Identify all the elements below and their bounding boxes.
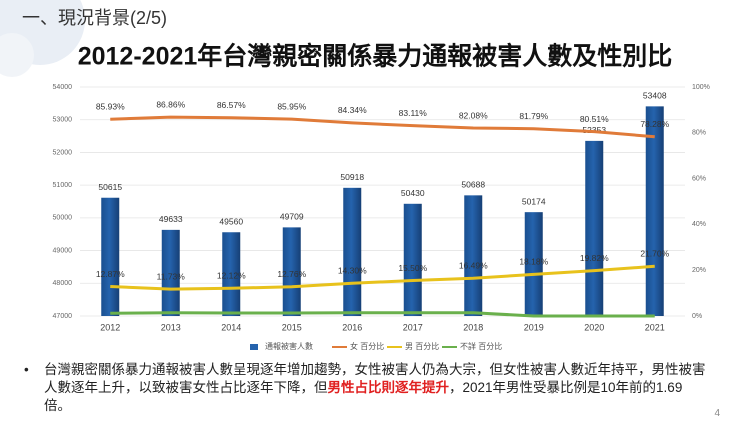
bar-value-label: 52353 <box>582 125 606 135</box>
line-value-label: 85.95% <box>277 101 306 111</box>
legend-swatch <box>250 344 258 350</box>
bar-value-label: 49633 <box>159 214 183 224</box>
line-value-label: 15.50% <box>398 263 427 273</box>
bar <box>282 227 301 316</box>
line-value-label: 16.49% <box>459 260 488 270</box>
x-tick-label: 2020 <box>584 322 604 332</box>
bar <box>645 106 664 317</box>
slide-header: 一、現況背景(2/5) <box>22 8 167 28</box>
y2-tick-label: 100% <box>692 84 710 91</box>
bar <box>222 232 241 316</box>
line-value-label: 82.08% <box>459 110 488 120</box>
y-tick-label: 50000 <box>53 215 73 222</box>
chart-title: 2012-2021年台灣親密關係暴力通報被害人數及性別比 <box>78 42 673 71</box>
bar <box>343 187 362 316</box>
line-value-label: 12.76% <box>277 269 306 279</box>
line <box>110 264 655 291</box>
bar-value-label: 50918 <box>340 172 364 182</box>
line-value-label: 12.12% <box>217 270 246 280</box>
y2-tick-label: 0% <box>692 313 702 320</box>
x-tick-label: 2021 <box>645 322 665 332</box>
line-value-label: 12.87% <box>96 269 125 279</box>
bar <box>524 212 543 316</box>
y-tick-label: 54000 <box>53 84 73 91</box>
legend-label: 不詳 百分比 <box>460 341 502 351</box>
y-tick-label: 48000 <box>53 280 73 287</box>
bar-value-label: 50430 <box>401 188 425 198</box>
line-value-label: 19.82% <box>580 253 609 263</box>
line-value-label: 83.11% <box>399 108 428 118</box>
bullet-text: • 台灣親密關係暴力通報被害人數呈現逐年增加趨勢，女性被害人仍為大宗，但女性被害人… <box>24 362 706 413</box>
line-value-label: 84.34% <box>338 105 367 115</box>
bullet-part: ，2021年男性受暴比例是10年前的1.69倍。 <box>44 380 683 413</box>
bar <box>101 197 120 316</box>
x-tick-label: 2014 <box>221 322 241 332</box>
line-value-label: 18.18% <box>519 257 548 267</box>
line-value-label: 80.51% <box>580 114 609 124</box>
line <box>110 311 655 318</box>
y-tick-label: 47000 <box>53 313 73 320</box>
x-tick-label: 2018 <box>463 322 483 332</box>
legend-label: 男 百分比 <box>405 341 439 351</box>
page-number: 4 <box>714 408 720 419</box>
bar <box>464 195 483 316</box>
bar-value-label: 50615 <box>98 182 122 192</box>
line-value-label: 78.28% <box>640 119 669 129</box>
line-value-label: 86.57% <box>217 100 246 110</box>
y2-tick-label: 40% <box>692 221 706 228</box>
x-tick-label: 2017 <box>403 322 423 332</box>
y2-tick-label: 60% <box>692 175 706 182</box>
x-tick-label: 2015 <box>282 322 302 332</box>
bar <box>403 203 422 316</box>
bullet-highlight: 男性占比則逐年提升 <box>327 380 450 395</box>
legend-label: 女 百分比 <box>350 341 384 351</box>
y2-tick-label: 80% <box>692 130 706 137</box>
bullet-part: 台灣親密關係暴力通報被害人數呈現逐年增加趨勢，女性被害人仍為大宗，但女性被害人數… <box>44 362 706 395</box>
bar <box>585 140 604 316</box>
line-value-label: 14.30% <box>338 266 367 276</box>
y-tick-label: 53000 <box>53 117 73 124</box>
x-tick-label: 2013 <box>161 322 181 332</box>
y2-tick-label: 20% <box>692 267 706 274</box>
decoration <box>0 33 34 77</box>
x-tick-label: 2012 <box>100 322 120 332</box>
y-tick-label: 52000 <box>53 149 73 156</box>
line-value-label: 11.73% <box>157 271 186 281</box>
bar-value-label: 50688 <box>461 180 485 190</box>
x-tick-label: 2019 <box>524 322 544 332</box>
line-value-label: 85.93% <box>96 101 125 111</box>
x-tick-label: 2016 <box>342 322 362 332</box>
legend-label: 通報被害人數 <box>265 341 313 351</box>
bar-value-label: 49709 <box>280 212 304 222</box>
chart: 一、現況背景(2/5) 2012-2021年台灣親密關係暴力通報被害人數及性別比… <box>0 0 710 351</box>
bar-value-label: 50174 <box>522 196 546 206</box>
bar-value-label: 49560 <box>219 217 243 227</box>
line-value-label: 81.79% <box>519 111 548 121</box>
bar <box>161 229 180 316</box>
y-tick-label: 49000 <box>53 247 73 254</box>
line <box>110 115 655 139</box>
bar-value-label: 53408 <box>643 91 667 101</box>
line-value-label: 86.86% <box>156 99 185 109</box>
line-value-label: 21.70% <box>640 249 669 259</box>
y-tick-label: 51000 <box>53 182 73 189</box>
